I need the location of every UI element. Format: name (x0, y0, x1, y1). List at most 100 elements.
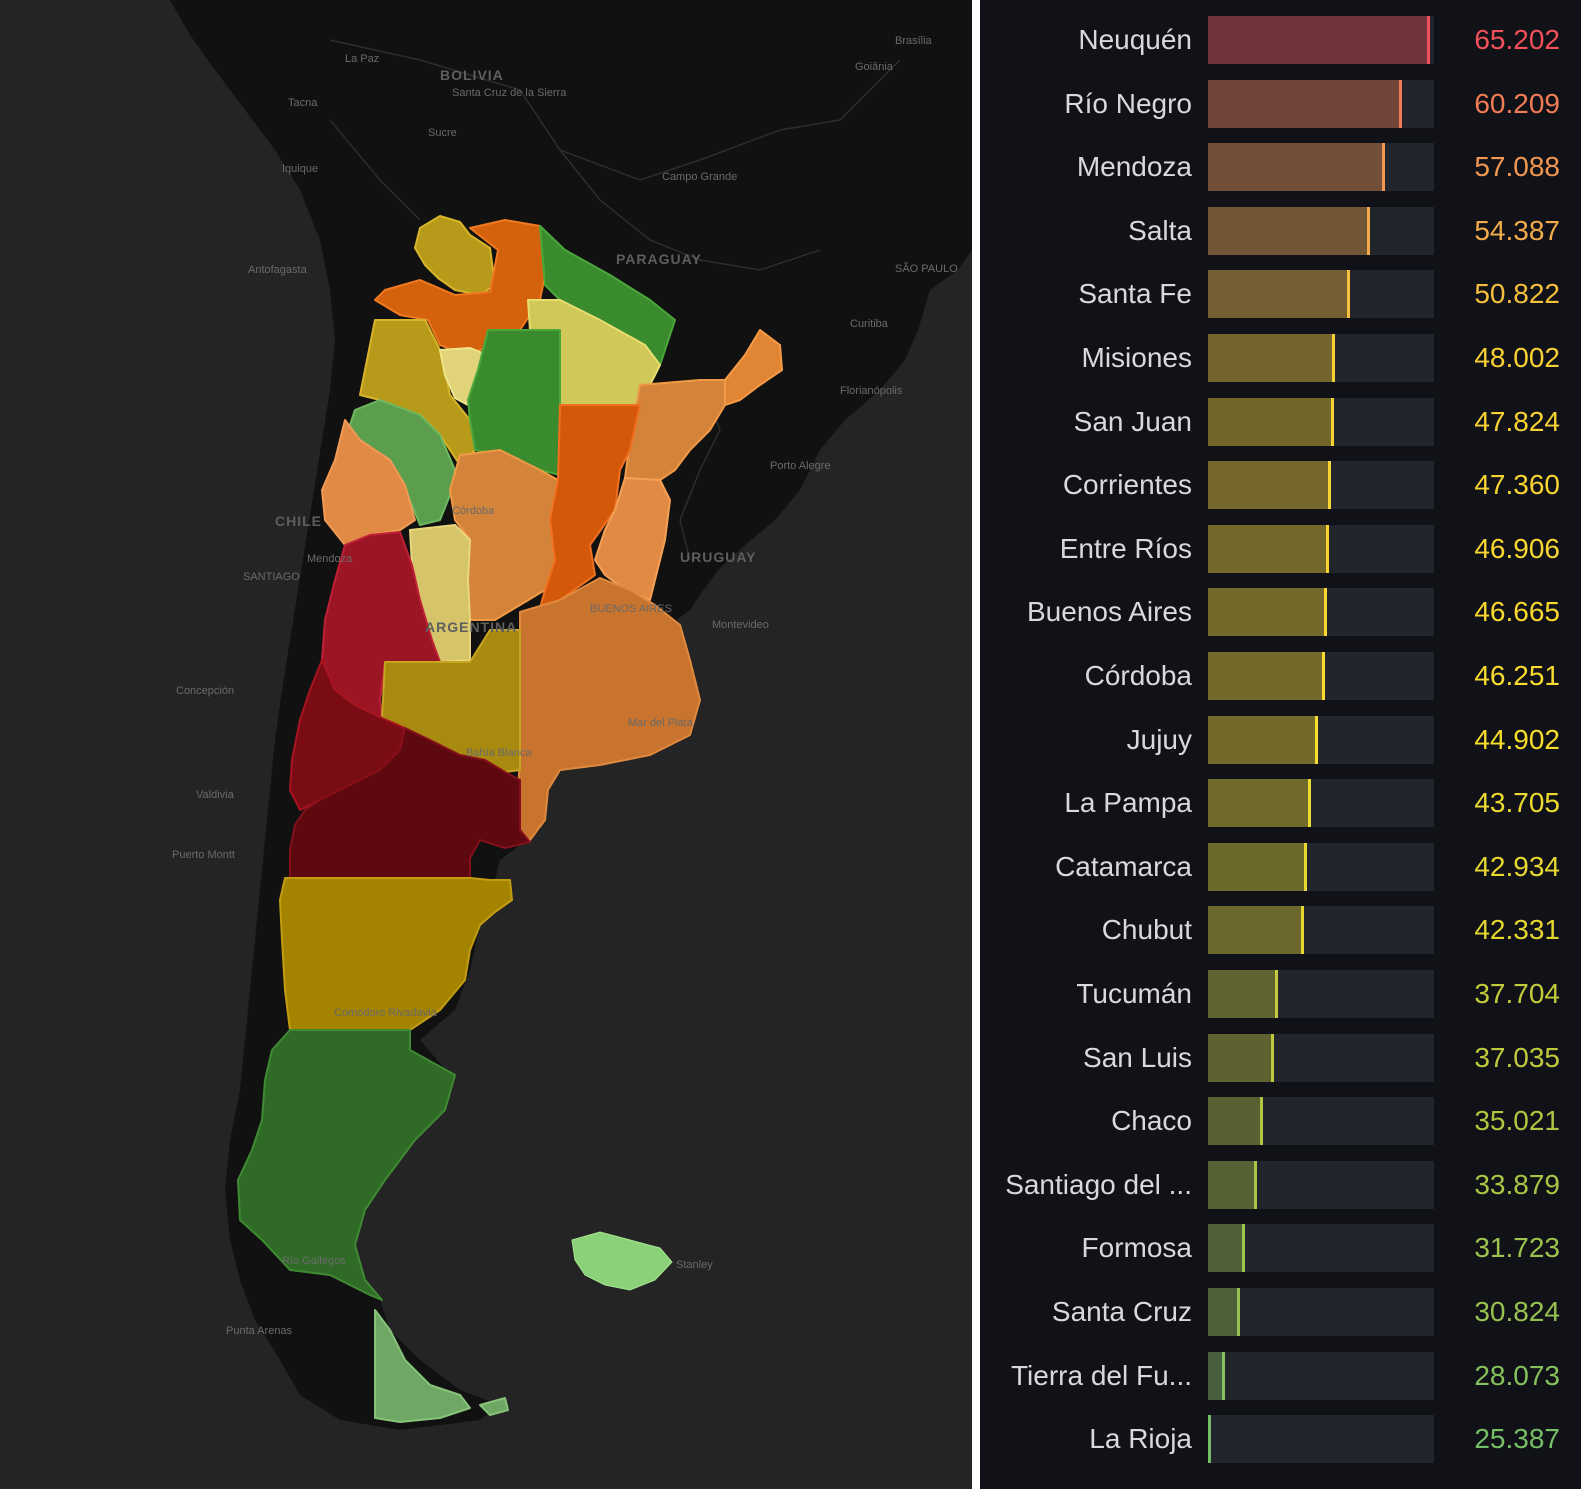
bar-track (1208, 1415, 1434, 1464)
bar-row[interactable]: Santa Cruz 30.824 (980, 1280, 1581, 1344)
bar-fill (1208, 16, 1430, 64)
bar-row[interactable]: San Juan 47.824 (980, 390, 1581, 454)
bar-row[interactable]: Chaco 35.021 (980, 1089, 1581, 1153)
bar-label: Misiones (1081, 342, 1192, 373)
bar-fill (1208, 143, 1385, 192)
bar-label: Chaco (1111, 1105, 1192, 1137)
bar-row[interactable]: Entre Ríos 46.906 (980, 517, 1581, 581)
bar-fill (1208, 842, 1307, 891)
bar-track (1208, 1288, 1434, 1336)
bar-row[interactable]: La Rioja 25.387 (980, 1407, 1581, 1471)
bar-row[interactable]: Neuquén 65.202 (980, 8, 1581, 72)
bar-value: 57.088 (1474, 151, 1560, 183)
bar-track (1208, 1160, 1434, 1209)
label-cordoba: Córdoba (452, 505, 495, 517)
bar-label: Tierra del Fu... (1010, 1359, 1192, 1391)
bar-fill-edge (1260, 1097, 1263, 1146)
bar-row[interactable]: Catamarca 42.934 (980, 835, 1581, 899)
bar-fill-edge (1254, 1160, 1257, 1209)
bar-row[interactable]: Salta 54.387 (980, 199, 1581, 263)
bar-row[interactable]: San Luis 37.035 (980, 1026, 1581, 1090)
choropleth-map[interactable]: BOLIVIA PARAGUAY URUGUAY CHILE ARGENTINA… (0, 0, 972, 1489)
bar-fill-edge (1328, 461, 1331, 510)
bar-fill-edge (1347, 270, 1350, 319)
bar-row[interactable]: Córdoba 46.251 (980, 644, 1581, 708)
bar-track (1208, 1097, 1434, 1146)
country-labels: BOLIVIA PARAGUAY URUGUAY CHILE ARGENTINA (275, 67, 756, 635)
bar-track (1208, 143, 1434, 192)
bar-row[interactable]: Corrientes 47.360 (980, 453, 1581, 517)
bar-label: Córdoba (1084, 660, 1192, 691)
bar-value: 37.704 (1474, 978, 1560, 1009)
map-canvas[interactable]: BOLIVIA PARAGUAY URUGUAY CHILE ARGENTINA… (0, 0, 972, 1489)
bar-row[interactable]: Río Negro 60.209 (980, 72, 1581, 136)
bar-row[interactable]: Buenos Aires 46.665 (980, 580, 1581, 644)
bar-value: 60.209 (1474, 87, 1560, 119)
bar-track (1208, 270, 1434, 319)
province-corrientes[interactable] (624, 379, 726, 481)
province-mendoza[interactable] (321, 531, 441, 719)
provinces[interactable] (237, 215, 783, 1423)
bar-fill (1208, 524, 1329, 573)
bar-row[interactable]: Formosa 31.723 (980, 1216, 1581, 1280)
bar-track (1208, 524, 1434, 573)
bar-fill (1208, 1415, 1211, 1464)
label-santa-cruz: Santa Cruz de la Sierra (452, 87, 567, 99)
bar-row[interactable]: Santiago del ... 33.879 (980, 1153, 1581, 1217)
bar-fill-edge (1399, 79, 1402, 128)
bar-fill-edge (1275, 970, 1278, 1018)
bar-value: 65.202 (1474, 24, 1560, 55)
label-buenos-aires: BUENOS AIRES (590, 603, 672, 615)
bar-fill-edge (1304, 842, 1307, 891)
label-sucre: Sucre (428, 127, 457, 139)
bar-label: Río Negro (1064, 87, 1192, 119)
province-santa-fe[interactable] (539, 404, 641, 609)
province-tierra-del-fuego[interactable] (374, 1309, 471, 1423)
province-santa-cruz[interactable] (237, 1029, 456, 1301)
label-argentina: ARGENTINA (425, 619, 517, 635)
bar-value: 25.387 (1474, 1423, 1560, 1455)
label-curitiba: Curitiba (850, 318, 889, 330)
bar-label: Mendoza (1076, 151, 1192, 183)
bar-track (1208, 1351, 1434, 1400)
bar-track (1208, 906, 1434, 955)
province-chubut[interactable] (279, 877, 513, 1031)
city-labels: La Paz Brasília Goiânia Tacna Santa Cruz… (172, 35, 958, 1337)
province-jujuy[interactable] (414, 215, 496, 296)
label-florianopolis: Florianópolis (840, 385, 903, 397)
bar-fill-edge (1322, 652, 1325, 700)
province-cordoba[interactable] (449, 449, 559, 621)
bar-track (1208, 16, 1434, 64)
bar-fill (1208, 79, 1402, 128)
bar-fill-edge (1331, 397, 1334, 446)
bar-gauge-panel[interactable]: Neuquén 65.202 Río Negro 60.209 Mendoza 57.08… (980, 0, 1581, 1489)
bar-fill-edge (1237, 1288, 1240, 1336)
bar-row[interactable]: Chubut 42.331 (980, 898, 1581, 962)
bar-fill-edge (1315, 715, 1318, 764)
bar-fill (1208, 206, 1370, 255)
label-rio-gallegos: Río Gallegos (282, 1255, 346, 1267)
bar-row[interactable]: Santa Fe 50.822 (980, 262, 1581, 326)
label-stanley: Stanley (676, 1259, 713, 1271)
bar-value: 50.822 (1474, 278, 1560, 310)
bar-label: Santa Fe (1078, 278, 1192, 310)
label-comodoro: Comodoro Rivadavia (334, 1007, 438, 1019)
bar-row[interactable]: Mendoza 57.088 (980, 135, 1581, 199)
bar-row[interactable]: Tierra del Fu... 28.073 (980, 1344, 1581, 1408)
bar-value: 46.665 (1474, 596, 1560, 628)
province-tierra-del-fuego-islands[interactable] (479, 1397, 509, 1416)
bar-label: Buenos Aires (1027, 596, 1192, 628)
province-misiones[interactable] (724, 329, 783, 406)
bar-row[interactable]: La Pampa 43.705 (980, 771, 1581, 835)
bar-row[interactable]: Jujuy 44.902 (980, 708, 1581, 772)
bar-row[interactable]: Misiones 48.002 (980, 326, 1581, 390)
province-rio-negro[interactable] (289, 727, 531, 879)
bar-fill (1208, 270, 1350, 319)
bar-fill-edge (1382, 143, 1385, 192)
bar-label: San Luis (1083, 1041, 1192, 1073)
bar-fill-edge (1242, 1224, 1245, 1273)
bar-label: La Pampa (1064, 787, 1192, 819)
label-la-paz: La Paz (345, 53, 379, 65)
label-puerto-montt: Puerto Montt (172, 849, 235, 861)
bar-row[interactable]: Tucumán 37.704 (980, 962, 1581, 1026)
